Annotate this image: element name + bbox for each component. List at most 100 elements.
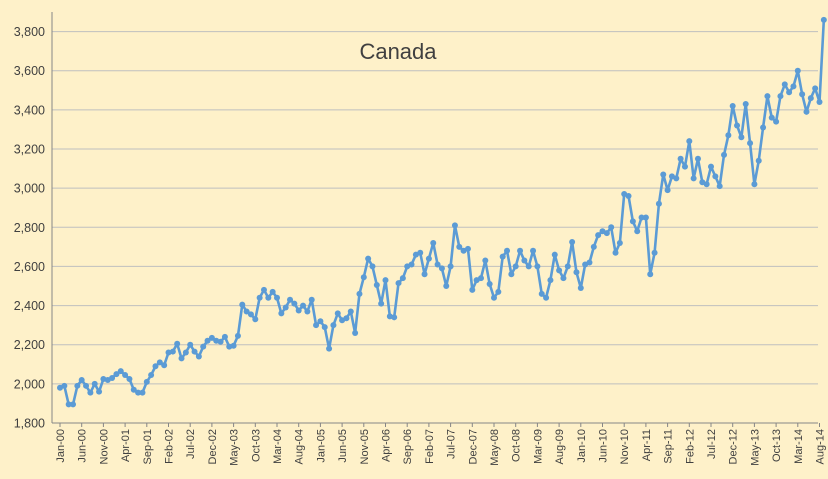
data-point — [330, 322, 337, 329]
data-point — [425, 255, 432, 262]
data-point — [234, 332, 241, 339]
data-point — [87, 389, 94, 396]
x-tick-label: Nov-00 — [98, 429, 110, 464]
data-point — [786, 89, 793, 96]
data-point — [760, 124, 767, 131]
x-tick-label: Mar-04 — [272, 429, 284, 464]
data-point — [417, 249, 424, 256]
data-point — [287, 296, 294, 303]
data-point — [182, 349, 189, 356]
data-point — [547, 277, 554, 284]
x-tick-label: Apr-06 — [381, 429, 393, 462]
data-point — [313, 322, 320, 329]
data-point — [495, 288, 502, 295]
x-tick-label: Jun-10 — [598, 429, 610, 463]
data-point — [681, 163, 688, 170]
x-tick-label: Jan-10 — [576, 429, 588, 463]
data-point — [260, 286, 267, 293]
x-tick-label: Apr-01 — [120, 429, 132, 462]
data-point — [204, 337, 211, 344]
data-point — [543, 294, 550, 301]
data-point — [217, 338, 224, 345]
data-point — [378, 300, 385, 307]
data-point — [569, 238, 576, 245]
data-point — [747, 140, 754, 147]
data-point — [83, 382, 90, 389]
data-point — [690, 175, 697, 182]
x-tick-label: Oct-03 — [250, 429, 262, 462]
data-point — [195, 353, 202, 360]
data-point — [74, 382, 81, 389]
data-point — [443, 283, 450, 289]
data-point — [647, 271, 654, 278]
data-point — [208, 334, 215, 341]
data-point — [508, 271, 515, 278]
data-point — [660, 171, 667, 178]
x-tick-label: Jun-05 — [337, 429, 349, 463]
data-point — [434, 261, 441, 268]
x-tick-label: Sep-06 — [402, 429, 414, 464]
data-point — [360, 274, 367, 281]
data-point — [734, 122, 741, 129]
data-point — [777, 93, 784, 100]
data-point — [161, 362, 168, 369]
data-point — [651, 249, 658, 256]
data-point — [616, 239, 623, 246]
data-point — [65, 401, 72, 408]
x-tick-label: Jun-00 — [77, 429, 89, 463]
y-tick-label: 3,200 — [14, 143, 45, 157]
data-point — [686, 138, 693, 145]
data-point — [773, 118, 780, 125]
data-point — [343, 315, 350, 322]
data-point — [625, 192, 632, 199]
data-point — [755, 157, 762, 164]
y-tick-label: 2,600 — [14, 260, 45, 274]
data-point — [629, 218, 636, 225]
data-point — [464, 245, 471, 252]
x-tick-label: Oct-13 — [771, 429, 783, 462]
y-tick-label: 2,000 — [14, 377, 45, 391]
y-tick-label: 3,000 — [14, 182, 45, 196]
data-point — [382, 277, 389, 284]
data-point — [356, 290, 363, 297]
x-tick-label: Apr-11 — [641, 429, 653, 461]
data-point — [243, 308, 250, 315]
y-tick-label: 2,400 — [14, 299, 45, 313]
data-point — [642, 214, 649, 221]
data-point — [421, 271, 428, 278]
data-point — [560, 275, 567, 282]
tick-labels: 1,800 2,000 2,200 2,400 2,600 2,800 3,000 3,200… — [14, 25, 827, 466]
data-point — [109, 374, 116, 381]
data-point — [187, 341, 194, 348]
series-line — [59, 19, 826, 406]
y-tick-label: 3,800 — [14, 25, 45, 39]
data-point — [655, 200, 662, 207]
x-tick-label: Oct-08 — [511, 429, 523, 462]
data-point — [799, 91, 806, 98]
data-point — [738, 134, 745, 141]
data-point — [456, 243, 463, 250]
x-tick-label: Feb-12 — [684, 429, 696, 464]
data-point — [781, 81, 788, 88]
data-point — [304, 308, 311, 315]
data-point — [291, 300, 298, 307]
data-point — [408, 261, 415, 268]
data-point — [438, 265, 445, 272]
x-tick-label: Jul-02 — [185, 429, 197, 459]
data-point — [169, 348, 176, 355]
data-point — [156, 359, 163, 366]
x-tick-label: Mar-09 — [532, 429, 544, 464]
data-point — [239, 301, 246, 308]
data-point — [530, 247, 537, 254]
data-point — [430, 239, 437, 246]
data-point — [491, 294, 497, 301]
data-point — [96, 388, 103, 395]
data-point — [586, 259, 593, 266]
data-point — [148, 372, 155, 379]
data-point — [729, 102, 736, 109]
x-tick-label: Jan-00 — [55, 429, 67, 463]
x-tick-label: Aug-04 — [294, 429, 306, 464]
data-point — [703, 181, 710, 188]
data-point — [252, 316, 259, 323]
